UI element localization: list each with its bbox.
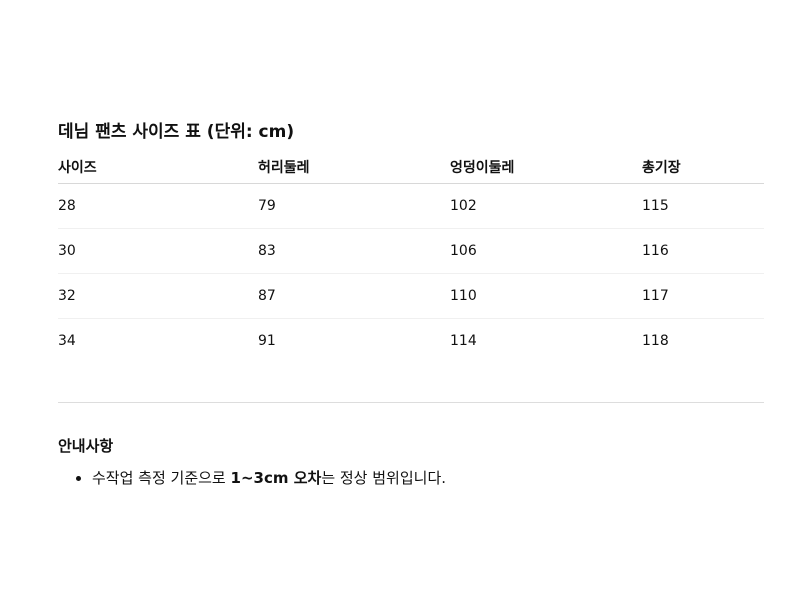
note-text: 는 정상 범위입니다.	[321, 469, 447, 487]
note-emphasis: 1~3cm 오차	[230, 469, 322, 487]
table-row: 34 91 114 118	[58, 319, 764, 364]
size-table: 사이즈 허리둘레 엉덩이둘레 총기장 28 79 102 115 30 83 106 116 3…	[58, 151, 764, 363]
table-row: 28 79 102 115	[58, 183, 764, 229]
cell-waist: 83	[258, 228, 450, 274]
cell-hip: 106	[450, 228, 642, 274]
table-header-row: 사이즈 허리둘레 엉덩이둘레 총기장	[58, 151, 764, 184]
cell-waist: 79	[258, 183, 450, 229]
cell-size: 32	[58, 273, 258, 319]
note-text: 수작업 측정 기준으로	[92, 469, 231, 487]
header-hip: 엉덩이둘레	[450, 151, 642, 184]
list-item: 수작업 측정 기준으로 1~3cm 오차는 정상 범위입니다.	[92, 466, 764, 490]
cell-size: 30	[58, 228, 258, 274]
cell-length: 115	[642, 183, 764, 229]
cell-length: 116	[642, 228, 764, 274]
cell-size: 28	[58, 183, 258, 229]
cell-length: 117	[642, 273, 764, 319]
cell-length: 118	[642, 333, 669, 349]
cell-hip: 102	[450, 183, 642, 229]
header-size: 사이즈	[58, 151, 258, 184]
notes-heading: 안내사항	[58, 437, 114, 455]
page-title: 데님 팬츠 사이즈 표 (단위: cm)	[58, 122, 295, 142]
cell-hip: 110	[450, 273, 642, 319]
cell-waist: 91	[258, 333, 276, 349]
header-length: 총기장	[642, 151, 764, 184]
notes-section: 안내사항 수작업 측정 기준으로 1~3cm 오차는 정상 범위입니다.	[58, 434, 764, 490]
cell-size: 34	[58, 333, 76, 349]
divider	[58, 402, 764, 403]
notes-list: 수작업 측정 기준으로 1~3cm 오차는 정상 범위입니다.	[58, 466, 764, 490]
cell-hip: 114	[450, 333, 477, 349]
cell-waist: 87	[258, 273, 450, 319]
header-waist: 허리둘레	[258, 151, 450, 184]
table-row: 30 83 106 116	[58, 228, 764, 274]
size-chart-section: 데님 팬츠 사이즈 표 (단위: cm) 사이즈 허리둘레 엉덩이둘레 총기장 …	[58, 119, 764, 363]
table-row: 32 87 110 117	[58, 273, 764, 319]
